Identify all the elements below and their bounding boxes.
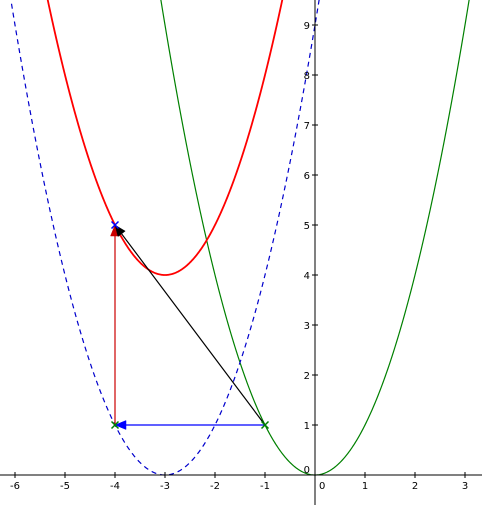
origin-label: 0 [304,465,310,476]
point-P2 [110,420,120,430]
black-vector-shaft [121,233,266,426]
blue-vector-arrowhead [114,420,127,430]
point-P1 [260,420,270,430]
curves [10,0,470,476]
y-tick-label: 1 [304,421,310,432]
point-marker-stroke [110,220,120,230]
point-P3 [110,220,120,230]
points [110,220,270,430]
y-tick-label: 8 [304,71,310,82]
x-tick-label: 2 [412,481,418,492]
x-tick-label: 1 [362,481,368,492]
x-tick-label: -1 [260,481,270,492]
x-tick-label: 0 [319,481,325,492]
x-tick-label: -5 [60,481,70,492]
y-tick-label: 5 [304,221,310,232]
point-marker-stroke [110,420,120,430]
curve-red [46,0,284,276]
point-marker-stroke [260,420,270,430]
y-tick-label: 6 [304,171,310,182]
x-tick-label: -2 [210,481,220,492]
y-tick-label: 2 [304,371,310,382]
y-tick-label: 9 [304,21,310,32]
x-tick-label: -3 [160,481,170,492]
y-tick-label: 4 [304,271,310,282]
curve-blue-dashed [10,0,320,476]
x-tick-label: -6 [10,481,20,492]
y-tick-label: 7 [304,121,310,132]
y-tick-label: 3 [304,321,310,332]
x-tick-label: 3 [462,481,468,492]
x-tick-label: -4 [110,481,120,492]
tick-labels: -6 -5 -4 -3 -2 -1 0 1 2 3 1 2 3 4 5 6 7 8 9 0 [10,21,468,492]
